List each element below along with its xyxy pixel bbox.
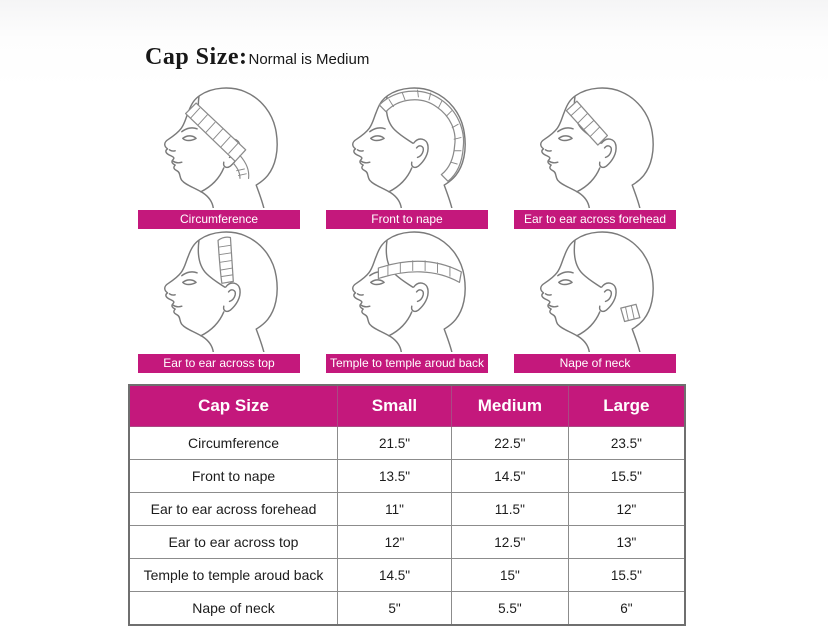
size-chart-row: Ear to ear across top 12" 12.5" 13" [128,525,686,559]
row-label: Temple to temple aroud back [128,558,338,592]
size-value: 12" [567,492,686,526]
size-chart-row: Temple to temple aroud back 14.5" 15" 15.5" [128,558,686,592]
size-value: 6" [567,591,686,626]
size-value: 22.5" [450,426,569,460]
figure-label-banner: Nape of neck [514,354,676,373]
row-label: Ear to ear across forehead [128,492,338,526]
size-chart-row: Ear to ear across forehead 11" 11.5" 12" [128,492,686,526]
row-label: Front to nape [128,459,338,493]
size-value: 11.5" [450,492,569,526]
figure-row-2: Ear to ear across top Temple to temple a… [126,228,688,373]
column-header-cap-size: Cap Size [128,384,338,427]
row-label: Ear to ear across top [128,525,338,559]
size-chart-header-row: Cap Size Small Medium Large [128,384,686,427]
figure-label-banner: Ear to ear across forehead [514,210,676,229]
figure-label-banner: Circumference [138,210,300,229]
measurement-figure-ear-to-ear-top: Ear to ear across top [126,228,312,373]
measurement-figure-front-to-nape: Front to nape [314,84,500,229]
row-label: Circumference [128,426,338,460]
titlebar: Cap Size:Normal is Medium [145,44,369,71]
column-header-large: Large [567,384,686,427]
size-value: 13" [567,525,686,559]
head-diagram [352,87,466,208]
page-title: Cap Size: [145,44,248,70]
size-value: 5.5" [450,591,569,626]
size-value: 12" [337,525,452,559]
size-value: 13.5" [337,459,452,493]
head-diagram [352,231,466,352]
size-value: 23.5" [567,426,686,460]
head-diagram [540,87,654,208]
head-diagram [164,87,278,208]
size-value: 21.5" [337,426,452,460]
size-value: 15.5" [567,459,686,493]
size-value: 15.5" [567,558,686,592]
column-header-medium: Medium [450,384,569,427]
size-chart-row: Nape of neck 5" 5.5" 6" [128,591,686,626]
row-label: Nape of neck [128,591,338,626]
head-diagram [540,231,654,352]
size-value: 15" [450,558,569,592]
measurement-figure-temple-to-temple: Temple to temple aroud back [314,228,500,373]
size-value: 14.5" [450,459,569,493]
measurement-figure-nape-of-neck: Nape of neck [502,228,688,373]
measurement-figure-ear-to-ear-forehead: Ear to ear across forehead [502,84,688,229]
size-value: 11" [337,492,452,526]
figure-label-banner: Temple to temple aroud back [326,354,488,373]
page-subtitle: Normal is Medium [248,51,370,68]
size-chart-row: Front to nape 13.5" 14.5" 15.5" [128,459,686,493]
head-diagram [164,231,278,352]
size-chart-row: Circumference 21.5" 22.5" 23.5" [128,426,686,460]
figure-label-banner: Ear to ear across top [138,354,300,373]
size-value: 5" [337,591,452,626]
measurement-figure-circumference: Circumference [126,84,312,229]
column-header-small: Small [337,384,452,427]
figure-row-1: Circumference Front to nape Ear to ear a… [126,84,688,229]
size-chart-table: Cap Size Small Medium Large Circumferenc… [128,384,686,626]
size-value: 14.5" [337,558,452,592]
size-value: 12.5" [450,525,569,559]
figure-label-banner: Front to nape [326,210,488,229]
